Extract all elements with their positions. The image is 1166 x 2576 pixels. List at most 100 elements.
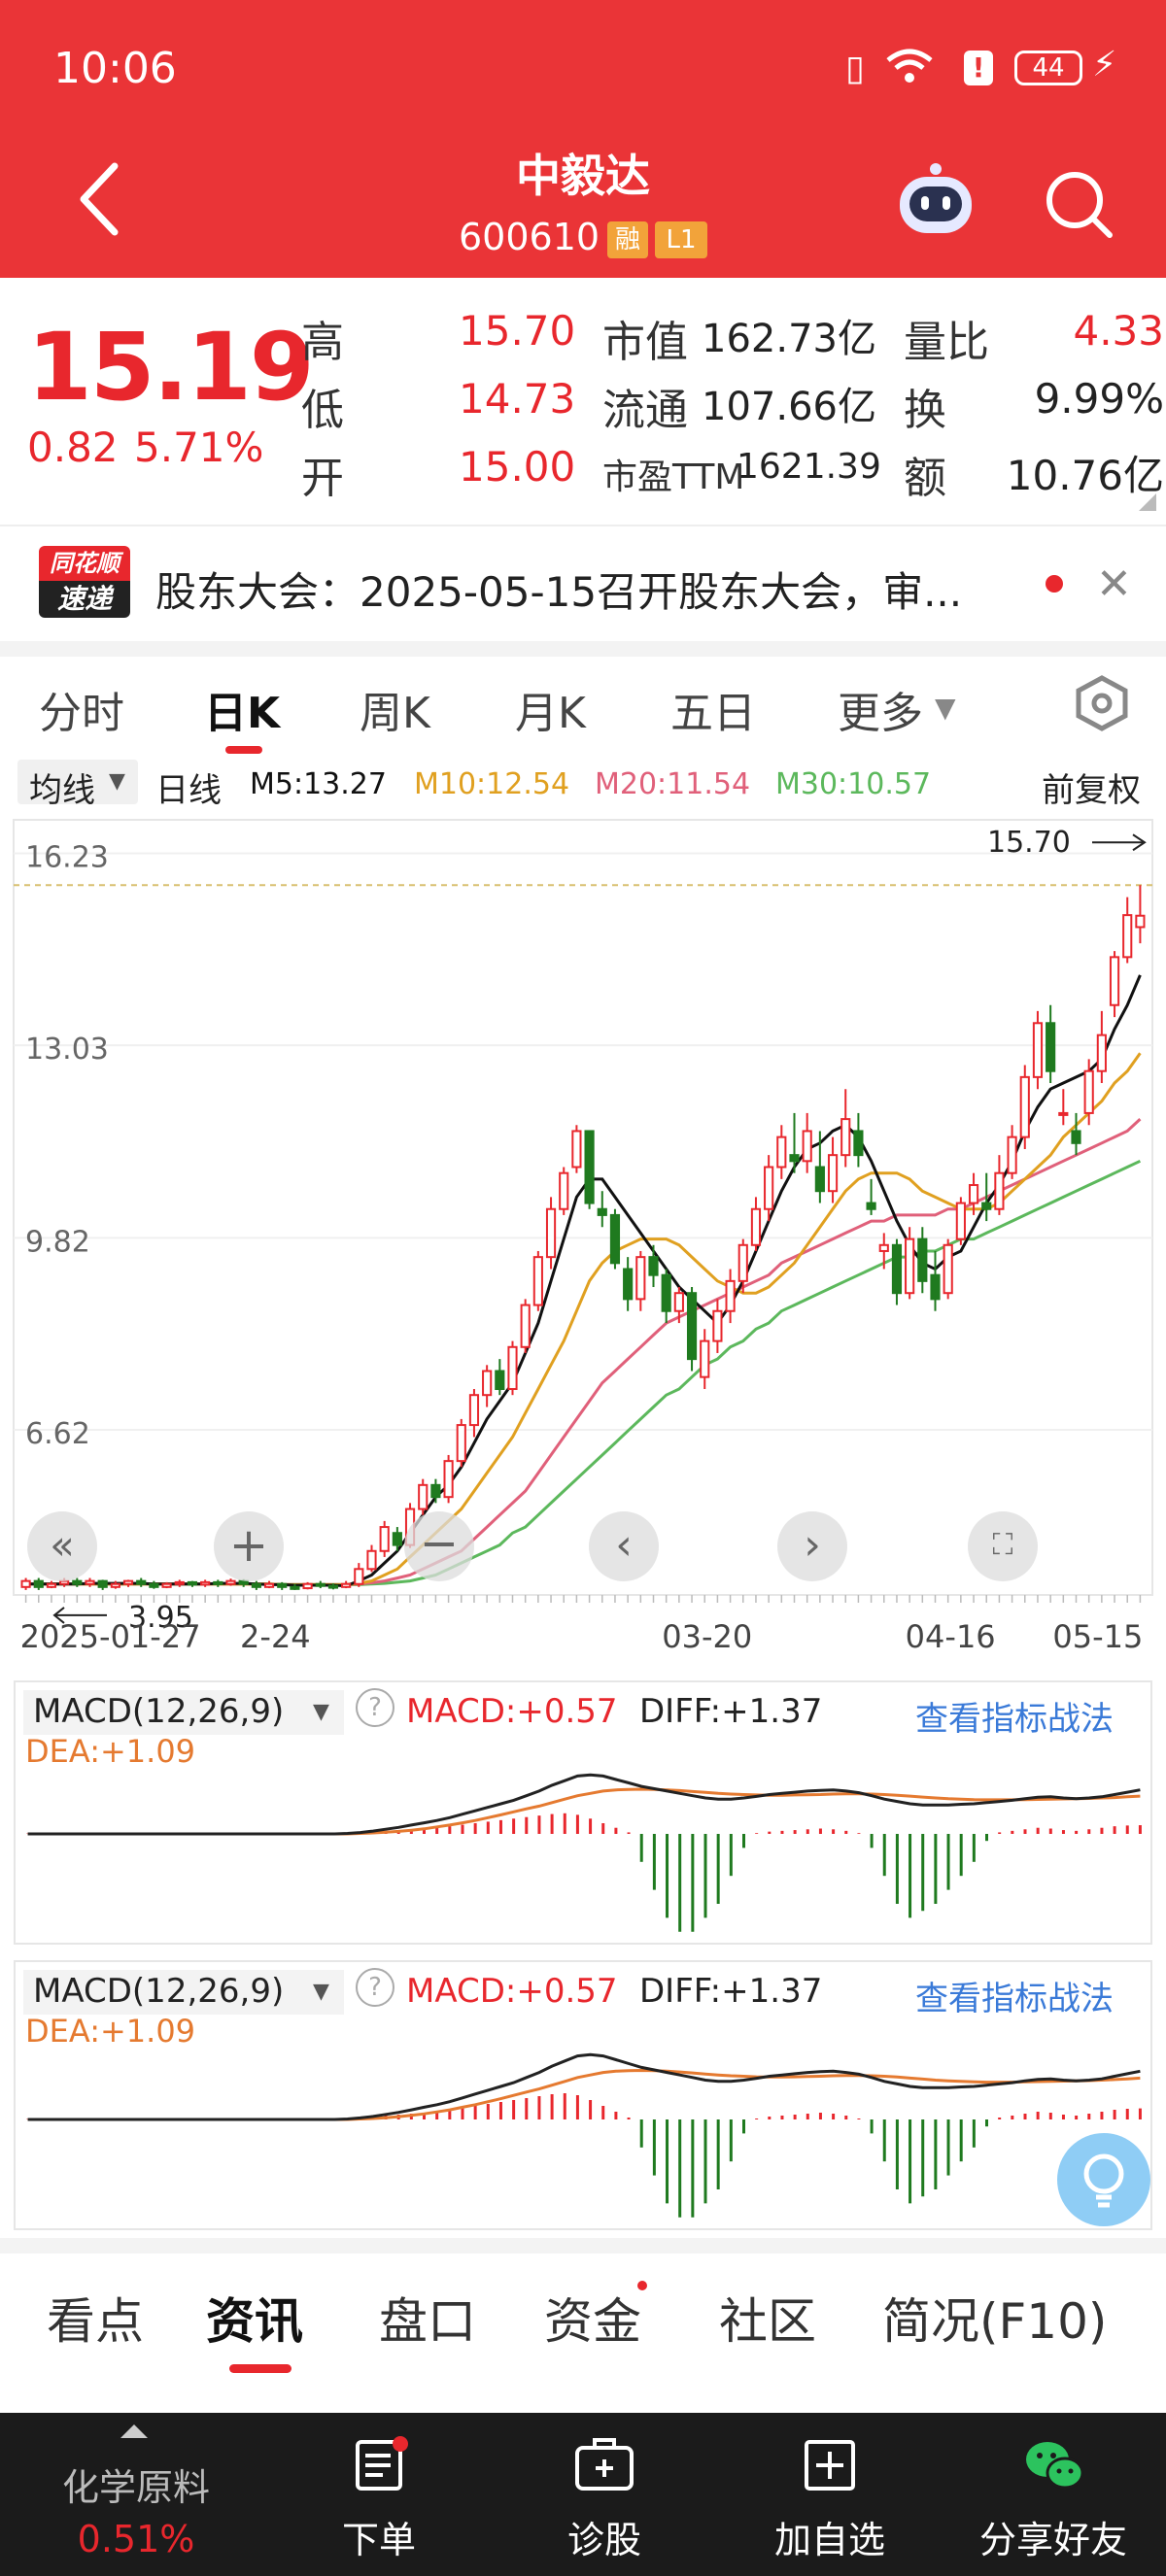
candle — [161, 1581, 172, 1589]
candle-body — [468, 1394, 480, 1427]
candle — [1071, 1112, 1081, 1156]
candle — [673, 1287, 684, 1324]
candle-body — [174, 1580, 185, 1585]
float-label: 流通 — [602, 386, 688, 435]
indicator-strategy-link[interactable]: 查看指标战法 — [915, 1700, 1114, 1739]
tab-order-book[interactable]: 盘口 — [379, 2293, 476, 2350]
order-label[interactable]: 下单 — [341, 2519, 416, 2561]
indicator-strategy-link[interactable]: 查看指标战法 — [915, 1980, 1114, 2018]
chevron-up-icon[interactable] — [120, 2424, 148, 2438]
order-icon[interactable] — [352, 2436, 410, 2498]
dea-value: DEA:+1.09 — [25, 1733, 196, 1770]
bottom-nav — [0, 2413, 1166, 2576]
diagnose-icon[interactable] — [573, 2436, 635, 2498]
hint-bulb-button[interactable] — [1057, 2133, 1150, 2226]
add-watchlist-icon[interactable] — [801, 2436, 859, 2498]
fullscreen-button[interactable]: ⛶ — [968, 1511, 1038, 1581]
candle-body — [46, 1582, 57, 1588]
tab-highlights[interactable]: 看点 — [47, 2293, 144, 2350]
candle — [584, 1130, 595, 1209]
candle — [981, 1172, 992, 1222]
zoom-out-button[interactable]: − — [404, 1511, 474, 1581]
close-icon[interactable]: ✕ — [1096, 559, 1132, 609]
tab-news[interactable]: 资讯 — [206, 2293, 303, 2350]
candle-body — [213, 1580, 223, 1585]
tab-community[interactable]: 社区 — [719, 2293, 816, 2350]
candle — [122, 1579, 134, 1587]
wechat-icon[interactable] — [1022, 2436, 1086, 2498]
news-unread-dot — [1046, 575, 1063, 593]
news-logo-top: 同花顺 — [39, 546, 130, 581]
candle-body — [917, 1237, 928, 1282]
candle-body — [277, 1582, 288, 1588]
tab-weekly-k[interactable]: 周K — [360, 689, 430, 738]
candle — [776, 1125, 787, 1179]
candle — [495, 1359, 505, 1396]
prev-button[interactable]: ‹ — [589, 1511, 659, 1581]
candle — [878, 1233, 889, 1270]
search-icon[interactable] — [1042, 167, 1115, 245]
diagnose-label[interactable]: 诊股 — [566, 2519, 641, 2561]
ma5-line — [25, 974, 1142, 1588]
min-arrow-head — [52, 1607, 65, 1624]
tab-monthly-k[interactable]: 月K — [515, 689, 586, 738]
back-icon[interactable] — [78, 160, 120, 242]
candle — [661, 1269, 671, 1324]
candle — [853, 1112, 864, 1168]
tab-more[interactable]: 更多 — [838, 689, 923, 738]
zoom-in-button[interactable]: + — [214, 1511, 284, 1581]
add-watchlist-label[interactable]: 加自选 — [773, 2519, 885, 2561]
candle-body — [853, 1130, 864, 1157]
candle — [750, 1197, 762, 1251]
sector-name[interactable]: 化学原料 — [61, 2466, 210, 2509]
price-change: 0.82 — [27, 424, 119, 471]
share-label[interactable]: 分享好友 — [978, 2519, 1127, 2561]
help-icon[interactable]: ? — [356, 1688, 394, 1727]
tab-five-day[interactable]: 五日 — [670, 689, 756, 738]
macd-panel-1[interactable]: MACD(12,26,9) ▼ ? MACD:+0.57 DIFF:+1.37 … — [14, 1680, 1152, 1945]
tab-capital[interactable]: 资金 — [544, 2293, 641, 2350]
vibrate-icon: ▯ — [845, 49, 865, 88]
candle-body — [430, 1483, 441, 1499]
candle — [85, 1577, 95, 1587]
candle — [814, 1131, 825, 1203]
candle-body — [814, 1166, 825, 1193]
macd-chart — [26, 1773, 1142, 1932]
candle — [802, 1112, 812, 1173]
candle — [136, 1577, 147, 1587]
settings-hexagon-icon[interactable] — [1075, 674, 1129, 736]
candle-body — [597, 1207, 607, 1216]
candle — [110, 1580, 120, 1589]
candle — [341, 1580, 352, 1589]
ma-select[interactable]: 均线 ▼ — [17, 760, 138, 810]
rewind-button[interactable]: « — [27, 1511, 97, 1581]
tab-intraday[interactable]: 分时 — [39, 689, 124, 738]
chart-frame — [13, 819, 1153, 1596]
help-icon[interactable]: ? — [356, 1968, 394, 2007]
tab-daily-k[interactable]: 日K — [204, 689, 281, 738]
candle — [1083, 1059, 1094, 1126]
news-text[interactable]: 股东大会：2025-05-15召开股东大会，审... — [155, 568, 963, 616]
header-bar — [0, 0, 1166, 278]
candle-body — [635, 1256, 646, 1301]
candle — [213, 1579, 223, 1587]
robot-assistant-icon[interactable] — [892, 161, 979, 243]
candle-body — [1071, 1130, 1081, 1144]
candle-body — [1019, 1075, 1030, 1138]
adjust-mode[interactable]: 前复权 — [1042, 771, 1141, 810]
mcap-label: 市值 — [602, 318, 688, 367]
candles — [20, 885, 1146, 1590]
expand-corner-icon[interactable] — [1139, 493, 1156, 511]
candle-body — [1135, 914, 1146, 929]
y-tick-label: 6.62 — [25, 1417, 90, 1451]
candle-body — [161, 1582, 172, 1588]
tab-profile-f10[interactable]: 简况(F10) — [882, 2293, 1108, 2350]
candle-body — [737, 1243, 748, 1282]
macd-select[interactable]: MACD(12,26,9) ▼ — [23, 1970, 344, 2015]
macd-panel-2[interactable]: MACD(12,26,9) ▼ ? MACD:+0.57 DIFF:+1.37 … — [14, 1960, 1152, 2230]
next-button[interactable]: › — [777, 1511, 847, 1581]
macd-select[interactable]: MACD(12,26,9) ▼ — [23, 1690, 344, 1735]
amount-label: 额 — [904, 454, 946, 503]
candle — [1096, 1010, 1107, 1084]
